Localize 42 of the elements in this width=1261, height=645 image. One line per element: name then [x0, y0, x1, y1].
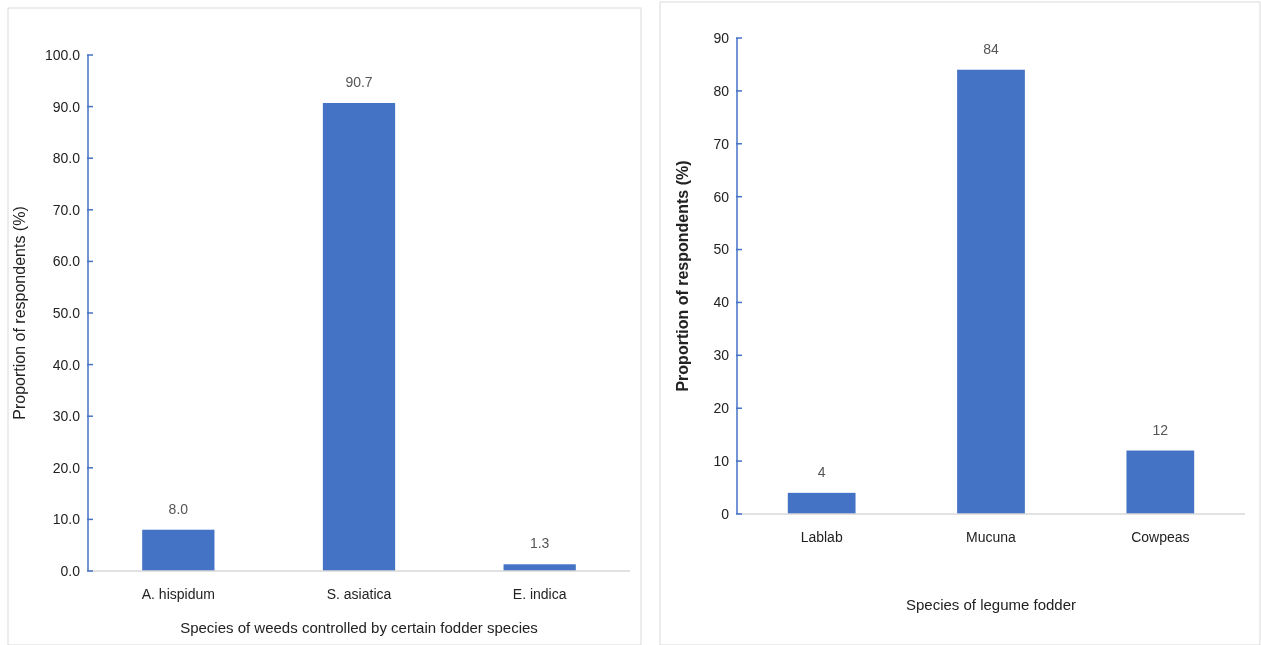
- x-tick-label: E. indica: [512, 586, 567, 602]
- y-axis-title: Proportion of respondents (%): [674, 160, 691, 392]
- x-tick-label: Mucuna: [966, 529, 1017, 545]
- data-label: 8.0: [168, 500, 189, 517]
- y-tick-label: 90: [713, 29, 730, 46]
- y-tick-label: 30.0: [52, 408, 81, 425]
- y-tick-label: 100.0: [44, 46, 81, 63]
- y-tick-label: 0.0: [60, 562, 81, 579]
- x-tick-label: Cowpeas: [1131, 529, 1190, 545]
- x-axis-title: Species of weeds controlled by certain fodder species: [180, 619, 538, 636]
- y-tick-label: 10: [713, 453, 730, 470]
- y-tick-label: 80: [713, 82, 730, 99]
- y-tick-label: 20.0: [52, 459, 81, 476]
- y-axis-title: Proportion of respondents (%): [11, 206, 28, 420]
- y-tick-label: 50: [713, 241, 730, 258]
- bar: [1126, 450, 1195, 514]
- x-axis-title: Species of legume fodder: [905, 596, 1077, 613]
- data-label: 1.3: [529, 535, 550, 552]
- y-tick-label: 40: [713, 294, 730, 311]
- y-tick-label: 60.0: [52, 253, 81, 270]
- x-tick-label: A. hispidum: [141, 586, 215, 602]
- x-tick-label: S. asiatica: [326, 586, 392, 602]
- y-tick-label: 40.0: [52, 356, 81, 373]
- data-label: 90.7: [345, 73, 373, 90]
- y-tick-label: 90.0: [52, 98, 81, 115]
- y-tick-label: 50.0: [52, 304, 81, 321]
- bar: [322, 102, 396, 571]
- data-label: 12: [1152, 421, 1169, 438]
- data-label: 4: [817, 463, 826, 480]
- y-tick-label: 70.0: [52, 201, 81, 218]
- data-label: 84: [983, 40, 999, 57]
- y-tick-label: 60: [713, 188, 730, 205]
- bar: [142, 529, 215, 571]
- y-tick-label: 10.0: [52, 511, 81, 528]
- y-tick-label: 30: [713, 347, 730, 364]
- bar: [787, 492, 856, 514]
- bar: [957, 69, 1025, 514]
- y-tick-label: 80.0: [52, 150, 81, 167]
- y-tick-label: 70: [713, 135, 730, 152]
- y-tick-label: 20: [713, 400, 730, 417]
- y-tick-label: 0: [721, 505, 730, 522]
- x-tick-label: Lablab: [800, 529, 843, 545]
